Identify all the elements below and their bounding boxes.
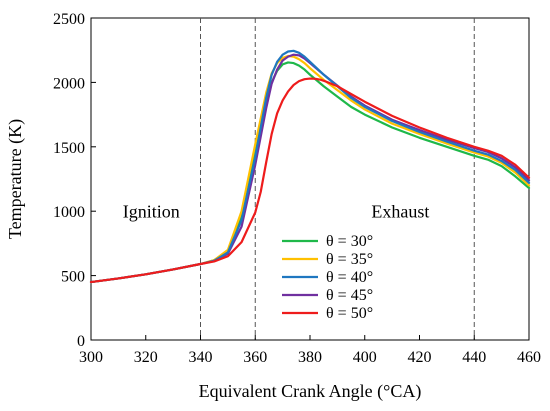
x-tick-label: 320 [134,349,158,366]
legend-label-1: θ = 35° [326,251,373,268]
x-tick-label: 400 [353,349,377,366]
x-tick-label: 420 [408,349,432,366]
x-tick-label: 360 [243,349,267,366]
legend-label-2: θ = 40° [326,269,373,286]
legend-label-3: θ = 45° [326,287,373,304]
x-tick-label: 300 [79,349,103,366]
series-lines [89,49,531,284]
series-line-2 [89,49,531,284]
plot-frame [90,17,530,341]
x-axis-title: Equivalent Crank Angle (°CA) [199,381,422,402]
y-axis-title: Temperature (K) [5,119,26,239]
y-tick-label: 1000 [53,204,85,221]
y-axis-ticks: 0 500 1000 1500 2000 2500 [53,11,96,350]
x-axis-ticks: 300 320 340 360 380 400 420 440 460 [79,335,541,366]
annotation-exhaust: Exhaust [371,202,429,222]
x-tick-label: 380 [298,349,322,366]
y-tick-label: 2500 [53,11,85,28]
annotation-ignition: Ignition [123,202,180,222]
y-tick-label: 2000 [53,75,85,92]
series-line-4 [89,77,531,284]
legend-label-0: θ = 30° [326,233,373,250]
x-tick-label: 440 [462,349,486,366]
x-tick-label: 460 [517,349,541,366]
reference-lines [200,18,475,340]
y-tick-label: 0 [77,333,85,350]
legend-label-4: θ = 50° [326,305,373,322]
x-tick-label: 340 [189,349,213,366]
series-line-0 [89,61,531,284]
legend: θ = 30°θ = 35°θ = 40°θ = 45°θ = 50° [282,233,373,322]
y-tick-label: 500 [61,269,85,286]
series-line-3 [89,53,531,284]
plot-border [90,17,530,341]
y-tick-label: 1500 [53,140,85,157]
series-line-1 [89,54,531,284]
